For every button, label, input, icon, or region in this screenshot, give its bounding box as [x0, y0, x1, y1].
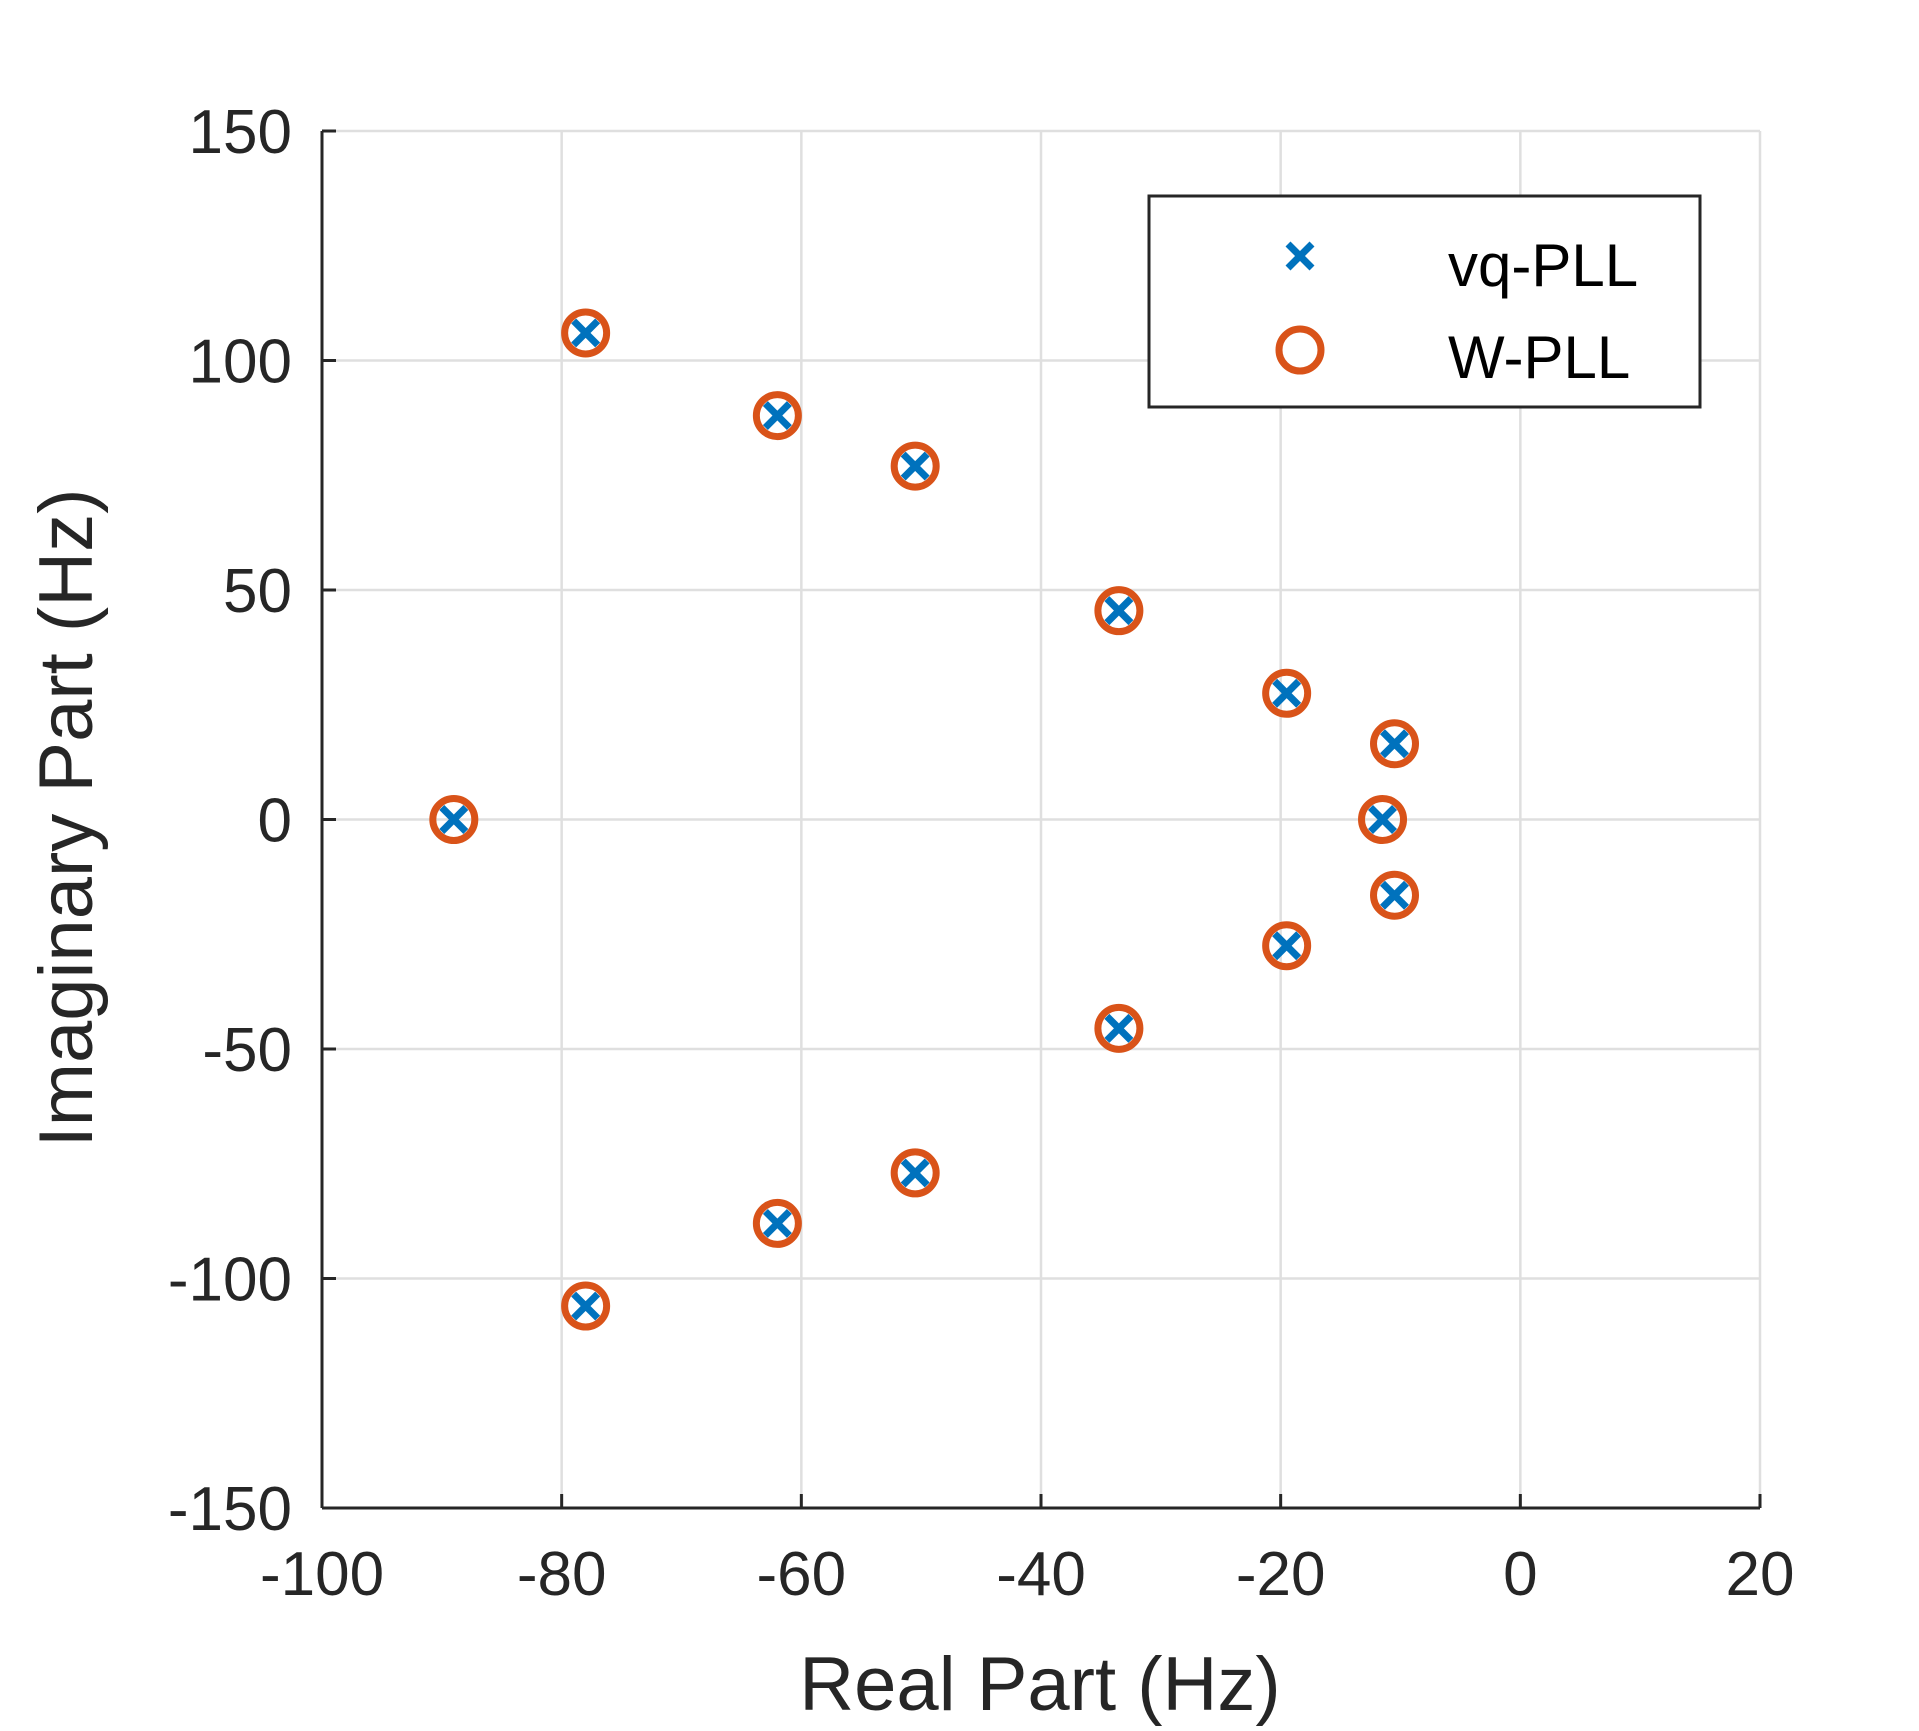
data-point-circle	[1094, 1003, 1144, 1053]
x-tick-label: -40	[996, 1540, 1086, 1609]
data-point-cross	[1272, 678, 1302, 708]
data-point-circle	[1358, 795, 1408, 844]
data-point-cross	[762, 1208, 792, 1238]
data-point-cross	[762, 401, 792, 431]
x-tick-label: -100	[260, 1540, 384, 1609]
series-w-pll	[429, 308, 1420, 1331]
series-vq-pll	[439, 318, 1409, 1321]
data-point-cross	[1368, 805, 1397, 834]
x-tick-label: -80	[517, 1540, 607, 1609]
cross-stroke	[1380, 880, 1409, 910]
x-tick-label: 0	[1503, 1540, 1537, 1609]
cross-stroke	[571, 1291, 601, 1321]
cross-stroke	[571, 318, 601, 348]
cross-stroke	[1368, 805, 1397, 834]
legend-label-w-pll: W-PLL	[1448, 324, 1630, 391]
data-point-cross	[1104, 1013, 1134, 1043]
data-point-cross	[571, 318, 601, 348]
cross-stroke	[900, 451, 930, 481]
y-tick-label: -150	[168, 1475, 292, 1544]
data-point-cross	[900, 1158, 930, 1188]
data-point-cross	[571, 1291, 601, 1321]
y-tick-label: 0	[258, 787, 292, 856]
data-point-circle	[752, 1198, 802, 1248]
axes	[320, 129, 1762, 1510]
legend-box	[1147, 194, 1702, 409]
data-point-circle	[1370, 719, 1420, 769]
cross-stroke	[1104, 1013, 1134, 1043]
x-tick-label: -60	[757, 1540, 847, 1609]
legend-label-vq-pll: vq-PLL	[1448, 232, 1638, 299]
cross-stroke	[1272, 931, 1302, 961]
data-point-cross	[1380, 729, 1409, 759]
data-point-circle	[752, 391, 802, 441]
legend-cross	[1285, 241, 1315, 271]
data-series	[429, 308, 1420, 1331]
data-point-circle	[1262, 668, 1312, 718]
legend-marker-vq-pll	[1285, 241, 1315, 271]
data-point-cross	[1272, 931, 1302, 961]
data-point-circle	[890, 441, 940, 491]
cross-stroke	[762, 401, 792, 431]
cross-stroke	[439, 805, 469, 834]
legend-circle	[1275, 325, 1325, 375]
data-point-cross	[1380, 880, 1409, 910]
data-point-circle	[1094, 586, 1144, 636]
cross-stroke	[762, 1208, 792, 1238]
x-tick-label: 20	[1726, 1540, 1795, 1609]
data-point-cross	[900, 451, 930, 481]
data-point-cross	[1104, 596, 1134, 626]
y-tick-label: 150	[189, 98, 292, 167]
x-tick-label: -20	[1236, 1540, 1326, 1609]
y-axis-label: Imaginary Part (Hz)	[24, 489, 109, 1148]
legend: vq-PLL W-PLL	[1147, 194, 1702, 409]
cross-stroke	[1104, 596, 1134, 626]
cross-stroke	[1380, 729, 1409, 759]
cross-stroke	[1285, 241, 1315, 271]
y-tick-label: 50	[223, 557, 292, 626]
y-tick-label: -100	[168, 1246, 292, 1315]
y-tick-label: 100	[189, 328, 292, 397]
data-point-circle	[561, 308, 611, 358]
cross-stroke	[900, 1158, 930, 1188]
legend-marker-w-pll	[1275, 325, 1325, 375]
cross-stroke	[1272, 678, 1302, 708]
x-axis-label: Real Part (Hz)	[799, 1642, 1280, 1727]
data-point-circle	[1262, 921, 1312, 971]
data-point-circle	[429, 795, 479, 844]
data-point-circle	[890, 1148, 940, 1198]
data-point-cross	[439, 805, 469, 834]
y-tick-label: -50	[202, 1016, 292, 1085]
data-point-circle	[1370, 870, 1420, 920]
data-point-circle	[561, 1281, 611, 1331]
